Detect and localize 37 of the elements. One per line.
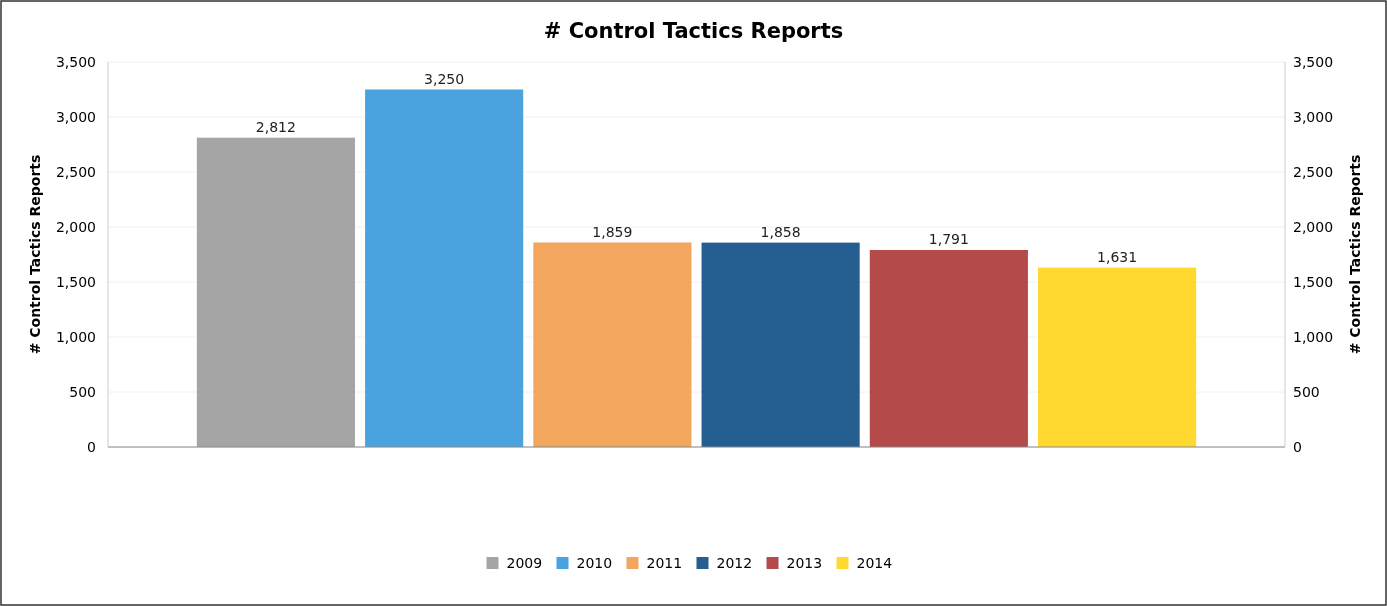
legend-label: 2014	[856, 555, 893, 571]
y2-tick-label: 500	[1293, 383, 1320, 400]
y2-tick-label: 0	[1293, 438, 1302, 455]
y-tick-label: 500	[69, 383, 96, 400]
y2-tick-label: 2,000	[1293, 218, 1334, 235]
y-tick-label: 1,000	[55, 328, 96, 345]
bar	[869, 249, 1028, 447]
y-axis-title: # Control Tactics Reports	[27, 154, 43, 355]
y2-tick-label: 3,500	[1293, 53, 1334, 70]
data-label: 1,858	[760, 223, 801, 240]
y2-tick-label: 1,500	[1293, 273, 1334, 290]
legend-label: 2013	[786, 555, 823, 571]
y2-axis-title: # Control Tactics Reports	[1347, 154, 1363, 355]
y-tick-label: 2,000	[55, 218, 96, 235]
data-label: 3,250	[424, 70, 465, 87]
bar	[701, 242, 860, 447]
legend-label: 2009	[506, 555, 543, 571]
data-label: 1,791	[928, 230, 969, 247]
chart-title: # Control Tactics Reports	[543, 19, 844, 43]
y2-tick-label: 2,500	[1293, 163, 1334, 180]
y-tick-label: 1,500	[55, 273, 96, 290]
bar	[1038, 267, 1197, 447]
y2-tick-label: 1,000	[1293, 328, 1334, 345]
data-label: 2,812	[255, 118, 296, 135]
y-tick-label: 0	[87, 438, 96, 455]
y-tick-label: 2,500	[55, 163, 96, 180]
bar	[365, 89, 524, 447]
y2-tick-label: 3,000	[1293, 108, 1334, 125]
legend-label: 2010	[576, 555, 613, 571]
bar	[196, 137, 355, 447]
data-label: 1,859	[592, 223, 633, 240]
bar	[533, 242, 692, 447]
legend-label: 2012	[716, 555, 753, 571]
legend-label: 2011	[646, 555, 683, 571]
data-label: 1,631	[1097, 248, 1138, 265]
y-tick-label: 3,000	[55, 108, 96, 125]
y-tick-label: 3,500	[55, 53, 96, 70]
